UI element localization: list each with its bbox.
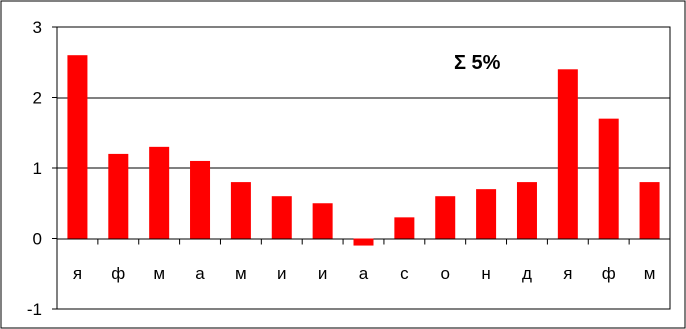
- chart-annotation: Σ 5%: [454, 52, 501, 74]
- x-tick-label: и: [318, 264, 328, 283]
- bars: [67, 55, 660, 246]
- bar-9: [394, 217, 415, 239]
- x-tick-marks: [56, 238, 671, 245]
- bar-11: [476, 189, 497, 239]
- x-tick-label: м: [235, 264, 247, 283]
- bar-2: [108, 153, 129, 239]
- bar-12: [516, 182, 537, 239]
- y-axis-labels: -1 0 1 2 3: [27, 18, 42, 319]
- x-tick-label: о: [440, 264, 449, 283]
- bar-14: [598, 118, 619, 239]
- y-tick-label: 2: [33, 89, 42, 108]
- x-tick-label: а: [359, 264, 369, 283]
- x-tick-label: м: [153, 264, 165, 283]
- bar-4: [190, 160, 211, 239]
- bar-10: [435, 196, 456, 239]
- bar-8: [353, 238, 374, 246]
- y-tick-label: 1: [33, 159, 42, 178]
- x-tick-label: м: [644, 264, 656, 283]
- x-tick-label: я: [73, 264, 82, 283]
- bar-13: [557, 69, 578, 239]
- x-tick-label: а: [195, 264, 205, 283]
- x-tick-label: д: [522, 264, 532, 283]
- bar-7: [312, 203, 333, 239]
- x-tick-label: н: [481, 264, 490, 283]
- y-tick-label: 3: [33, 18, 42, 37]
- y-tick-label: 0: [33, 230, 42, 249]
- x-tick-label: я: [563, 264, 572, 283]
- x-tick-label: и: [277, 264, 287, 283]
- bar-15: [639, 182, 660, 239]
- x-tick-label: ф: [111, 264, 125, 283]
- bar-1: [67, 55, 88, 239]
- bar-5: [230, 182, 251, 239]
- y-tick-label: -1: [27, 300, 42, 319]
- y-tick-marks: [52, 26, 57, 310]
- x-tick-label: ф: [602, 264, 616, 283]
- bar-6: [271, 196, 292, 239]
- bar-3: [149, 146, 170, 239]
- x-tick-label: с: [400, 264, 409, 283]
